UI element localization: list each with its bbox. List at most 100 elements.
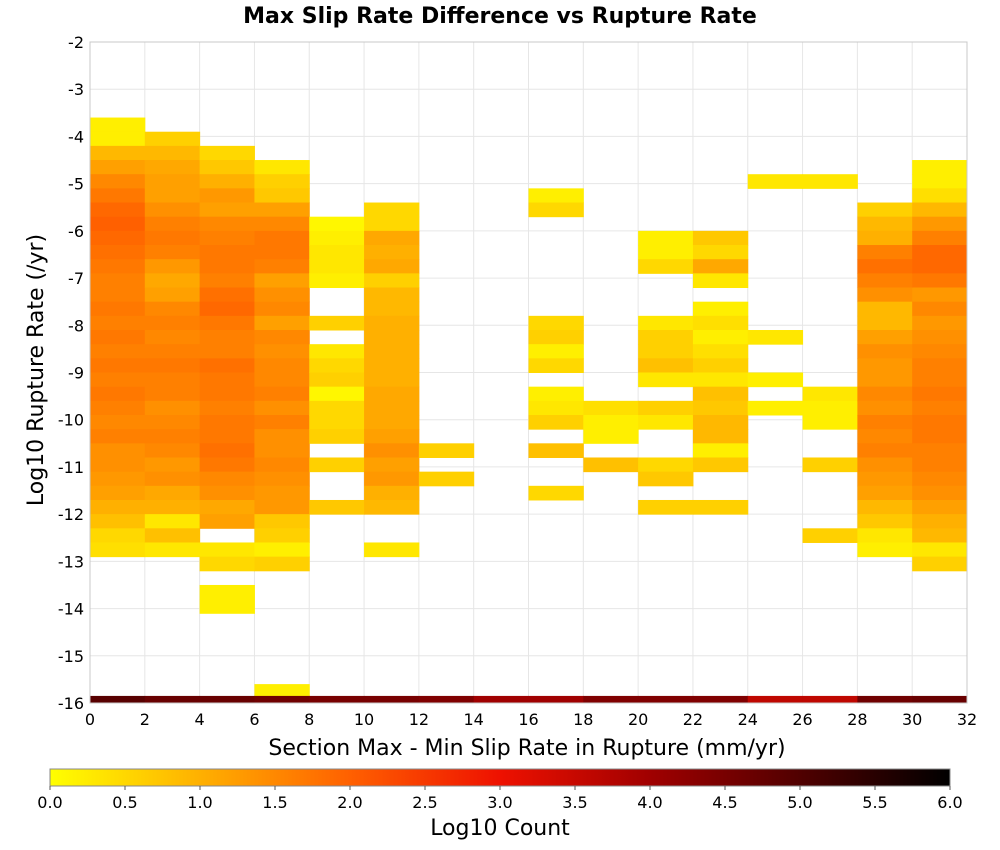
heatmap-cell	[199, 556, 255, 572]
heatmap-cell	[473, 695, 529, 703]
heatmap-cell	[692, 358, 749, 373]
heatmap-cell	[199, 301, 255, 317]
heatmap-cell	[199, 259, 255, 274]
heatmap-cell	[144, 471, 201, 487]
heatmap-cell	[638, 344, 694, 359]
heatmap-cell	[418, 443, 475, 458]
heatmap-cell	[364, 400, 420, 416]
heatmap-cell	[254, 358, 310, 373]
x-tick-label: 10	[354, 710, 374, 729]
heatmap-cell	[364, 259, 420, 274]
x-tick-label: 4	[195, 710, 205, 729]
heatmap-cell	[254, 330, 310, 345]
heatmap-cell	[309, 273, 365, 289]
heatmap-cell	[692, 695, 749, 703]
heatmap-cell	[692, 344, 749, 359]
heatmap-cell	[254, 556, 310, 572]
colorbar-tick-label: 5.0	[787, 793, 812, 812]
heatmap-cell	[199, 695, 255, 703]
heatmap-cell	[638, 315, 694, 331]
heatmap-cell	[364, 414, 420, 430]
heatmap-cell	[747, 695, 804, 703]
heatmap-cell	[747, 372, 804, 388]
heatmap-cell	[90, 315, 146, 331]
heatmap-cell	[144, 457, 201, 473]
heatmap-cell	[254, 542, 310, 558]
heatmap-cell	[857, 372, 913, 388]
heatmap-cell	[364, 471, 420, 487]
heatmap-cell	[857, 471, 913, 487]
heatmap-cell	[912, 499, 968, 515]
heatmap-cell	[90, 131, 146, 147]
heatmap-cell	[912, 315, 968, 331]
heatmap-cell	[692, 400, 749, 416]
heatmap-cell	[144, 443, 201, 458]
heatmap-cell	[144, 301, 201, 317]
y-tick-label: -12	[58, 505, 84, 524]
colorbar-tick-label: 6.0	[937, 793, 962, 812]
heatmap-cell	[199, 160, 255, 175]
heatmap-cell	[912, 514, 968, 529]
heatmap-cell	[528, 386, 584, 402]
heatmap-cell	[583, 400, 639, 416]
heatmap-cell	[144, 245, 201, 260]
heatmap-cells	[90, 117, 968, 703]
heatmap-cell	[254, 216, 310, 232]
heatmap-cell	[199, 485, 255, 501]
plot-frame	[89, 41, 968, 704]
x-axis-ticks: 0 2 4 6 8 10 12 14 16 18 20 22 24 26 28 30 32	[85, 710, 977, 729]
heatmap-cell	[254, 245, 310, 260]
heatmap-cell	[90, 216, 146, 232]
heatmap-cell	[638, 695, 694, 703]
heatmap-cell	[144, 174, 201, 189]
heatmap-cell	[90, 471, 146, 487]
heatmap-cell	[199, 358, 255, 373]
heatmap-cell	[90, 386, 146, 402]
x-tick-label: 20	[628, 710, 648, 729]
heatmap-cell	[857, 429, 913, 444]
heatmap-cell	[254, 400, 310, 416]
heatmap-cell	[90, 429, 146, 444]
heatmap-cell	[199, 315, 255, 331]
heatmap-cell	[309, 457, 365, 473]
heatmap-cell	[199, 514, 255, 529]
x-tick-label: 8	[304, 710, 314, 729]
heatmap-cell	[90, 174, 146, 189]
heatmap-cell	[199, 287, 255, 303]
heatmap-cell	[364, 499, 420, 515]
x-tick-label: 6	[249, 710, 259, 729]
heatmap-cell	[364, 216, 420, 232]
heatmap-cell	[857, 259, 913, 274]
x-tick-label: 26	[792, 710, 812, 729]
heatmap-cell	[309, 414, 365, 430]
heatmap-cell	[528, 358, 584, 373]
heatmap-cell	[912, 542, 968, 558]
heatmap-cell	[199, 202, 255, 218]
heatmap-cell	[912, 400, 968, 416]
heatmap-cell	[747, 400, 804, 416]
heatmap-cell	[364, 443, 420, 458]
heatmap-cell	[364, 273, 420, 289]
heatmap-cell	[309, 372, 365, 388]
heatmap-cell	[583, 414, 639, 430]
heatmap-cell	[364, 372, 420, 388]
plot-border	[89, 41, 968, 704]
heatmap-cell	[912, 230, 968, 246]
heatmap-cell	[912, 344, 968, 359]
heatmap-cell	[90, 330, 146, 345]
y-tick-label: -14	[58, 600, 84, 619]
heatmap-cell	[90, 259, 146, 274]
heatmap-cell	[90, 528, 146, 543]
heatmap-cell	[254, 301, 310, 317]
y-tick-label: -9	[68, 364, 84, 383]
heatmap-cell	[857, 386, 913, 402]
heatmap-cell	[254, 443, 310, 458]
heatmap-cell	[802, 386, 858, 402]
heatmap-cell	[528, 330, 584, 345]
heatmap-cell	[90, 230, 146, 246]
heatmap-cell	[90, 188, 146, 204]
heatmap-cell	[638, 400, 694, 416]
colorbar-tick-label: 1.0	[187, 793, 212, 812]
heatmap-cell	[90, 499, 146, 515]
colorbar-label: Log10 Count	[430, 816, 570, 841]
